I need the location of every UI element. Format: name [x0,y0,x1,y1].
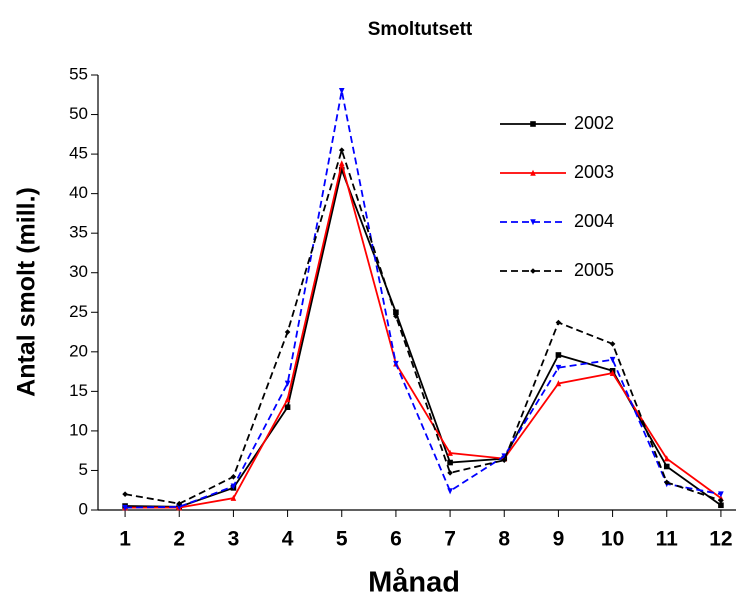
point [447,488,453,495]
point [663,455,670,462]
y-axis-label: Antal smolt (mill.) [13,187,41,397]
x-tick-label: 12 [709,528,732,551]
x-tick-label: 3 [228,528,240,551]
legend-marker [530,169,536,176]
point [447,470,453,476]
point [284,404,291,410]
series-line [125,90,722,509]
point [393,313,399,320]
y-tick-label: 10 [69,420,88,439]
point [555,380,562,387]
x-tick-label: 1 [119,528,131,551]
y-tick-label: 55 [69,64,88,83]
y-tick-label: 5 [79,460,88,479]
point [284,380,291,387]
point [122,504,128,511]
y-tick-label: 35 [69,223,88,242]
y-tick-label: 25 [69,302,88,321]
point [230,483,237,490]
point [663,479,670,486]
point [122,491,128,497]
point [718,491,724,498]
y-tick-label: 50 [69,104,88,123]
point [284,395,291,403]
legend-label: 2003 [574,162,614,182]
point [230,494,237,501]
point [338,147,345,153]
legend-label: 2002 [574,113,614,133]
point [447,459,453,466]
point [284,329,291,335]
point [609,369,616,376]
point [555,364,562,371]
series-line [125,163,722,509]
point [230,473,237,480]
legend-marker [530,121,536,127]
x-tick-label: 5 [336,528,348,551]
x-tick-label: 7 [444,528,456,551]
point [338,160,345,167]
y-tick-label: 0 [79,499,88,518]
x-tick-label: 2 [173,528,185,551]
point [555,352,562,358]
series-line [124,147,722,505]
legend-marker [530,268,536,274]
legend-label: 2005 [574,260,614,280]
legend-marker [530,219,536,226]
point [609,356,616,364]
y-tick-label: 45 [69,144,88,163]
y-tick-label: 20 [69,341,88,360]
x-tick-label: 6 [390,528,402,551]
x-tick-label: 9 [553,528,565,551]
point [176,504,183,511]
y-tick-label: 40 [69,183,88,202]
y-tick-label: 30 [69,262,88,281]
chart-title: Smoltutsett [368,19,473,40]
point [447,449,453,456]
point [718,502,724,509]
x-axis-label: Månad [368,567,460,599]
point [663,463,670,470]
x-tick-label: 11 [656,528,679,551]
legend-label: 2004 [574,211,614,231]
point [555,319,562,326]
x-tick-label: 8 [498,528,510,551]
point [501,457,508,463]
point [718,497,724,504]
point [609,341,616,347]
point [176,500,183,507]
point [393,360,399,367]
x-tick-label: 4 [282,528,294,551]
x-tick-label: 10 [601,528,624,551]
y-tick-label: 15 [69,381,88,400]
point [338,88,345,95]
series-line [125,166,722,508]
